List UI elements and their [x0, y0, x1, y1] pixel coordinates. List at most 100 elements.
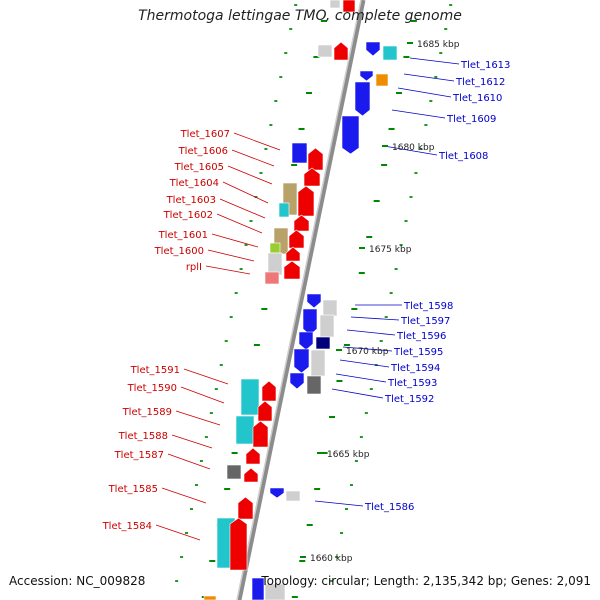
reverse-gene-leader — [397, 87, 452, 98]
scale-tick — [298, 128, 305, 130]
forward-gene-label: Tlet_1606 — [178, 146, 228, 157]
guide-dot — [434, 76, 438, 78]
dotted-scale-lines — [175, 4, 453, 582]
reverse-gene-label: Tlet_1597 — [400, 316, 450, 327]
gene-box — [285, 490, 301, 502]
reverse-gene-arrow — [365, 41, 381, 57]
reverse-gene-label: Tlet_1594 — [390, 363, 440, 374]
reverse-gene-leader — [342, 346, 393, 352]
scale-label-tick — [382, 145, 388, 147]
guide-dot — [384, 316, 388, 318]
guide-dot — [294, 4, 298, 6]
accession-text: Accession: NC_009828 — [9, 574, 146, 588]
forward-gene-leader — [183, 368, 229, 385]
guide-dot — [209, 412, 213, 414]
reverse-gene-leader — [331, 388, 384, 399]
guide-dot — [399, 244, 403, 246]
forward-gene-leader — [180, 386, 225, 404]
guide-dot — [204, 436, 208, 438]
forward-gene-leader — [231, 149, 275, 167]
gene-box — [291, 142, 308, 164]
forward-gene-leader — [211, 233, 259, 248]
forward-gene-arrow — [257, 400, 273, 422]
gene-box — [203, 595, 217, 600]
reverse-gene-label: Tlet_1613 — [460, 60, 510, 71]
guide-dot — [199, 460, 203, 462]
reverse-gene-label: Tlet_1598 — [403, 301, 453, 312]
forward-gene-label: Tlet_1588 — [118, 431, 168, 442]
forward-gene-arrow — [285, 246, 301, 262]
guide-dot — [404, 220, 408, 222]
forward-gene-arrow — [333, 41, 349, 61]
reverse-gene-arrow — [341, 115, 360, 155]
guide-dot — [394, 268, 398, 270]
guide-dot — [335, 556, 339, 558]
scale-tick — [231, 452, 238, 454]
scale-tick — [329, 416, 336, 418]
guide-dot — [219, 364, 223, 366]
scale-label-tick — [317, 452, 323, 454]
guide-dot — [224, 340, 228, 342]
gene-box — [315, 336, 331, 350]
guide-dot — [289, 28, 293, 30]
reverse-gene-arrow — [269, 487, 285, 499]
reverse-gene-label: Tlet_1595 — [393, 347, 443, 358]
guide-dot — [259, 172, 263, 174]
gene-box — [278, 202, 290, 218]
gene-box — [375, 73, 389, 87]
gene-box — [322, 299, 338, 317]
reverse-gene-arrow — [293, 348, 310, 374]
scale-tick — [253, 344, 260, 346]
reverse-gene-label: Tlet_1593 — [387, 378, 437, 389]
guide-dot — [414, 172, 418, 174]
forward-gene-label: Tlet_1600 — [154, 246, 204, 257]
forward-gene-leader — [175, 410, 221, 426]
guide-dot — [389, 292, 393, 294]
forward-gene-arrow — [283, 260, 301, 280]
forward-gene-leader — [161, 487, 207, 504]
scale-tick — [291, 596, 298, 598]
forward-gene-arrow — [252, 420, 269, 448]
gene-box — [306, 375, 322, 395]
scale-label-tick — [407, 42, 413, 44]
forward-gene-arrow — [261, 380, 277, 402]
reverse-gene-arrow — [354, 81, 371, 117]
scale-label-tick — [300, 556, 306, 558]
guide-dot — [364, 412, 368, 414]
gene-box — [319, 314, 335, 338]
guide-dot — [340, 532, 344, 534]
scale-label: 1675 kbp — [369, 245, 412, 255]
guide-dot — [449, 4, 453, 6]
guide-dot — [190, 508, 194, 510]
reverse-gene-label: Tlet_1610 — [452, 93, 502, 104]
scale-label-tick — [359, 247, 365, 249]
guide-dot — [249, 220, 253, 222]
gene-box — [317, 44, 333, 58]
guide-dot — [175, 580, 179, 582]
guide-dot — [379, 340, 383, 342]
forward-gene-leader — [227, 165, 273, 185]
gene-box — [342, 0, 356, 13]
reverse-gene-leader — [350, 316, 400, 321]
map-title: Thermotoga lettingae TMO, complete genom… — [138, 8, 462, 24]
scale-tick — [306, 524, 313, 526]
reverse-gene-arrow — [298, 331, 314, 351]
scale-label: 1670 kbp — [346, 347, 389, 357]
scale-label: 1680 kbp — [392, 143, 435, 153]
guide-dot — [244, 244, 248, 246]
reverse-gene-label: Tlet_1612 — [455, 77, 505, 88]
guide-dot — [234, 292, 238, 294]
guide-dot — [409, 196, 413, 198]
scale-tick — [358, 272, 365, 274]
scale-tick — [320, 20, 327, 22]
forward-gene-leader — [216, 213, 263, 234]
reverse-gene-leader — [403, 73, 455, 82]
gene-box — [226, 464, 242, 480]
guide-dot — [369, 388, 373, 390]
scale-label: 1660 kbp — [310, 554, 353, 564]
guide-dot — [180, 556, 184, 558]
guide-dot — [264, 148, 268, 150]
gene-box — [251, 577, 265, 600]
scale-tick — [299, 560, 306, 562]
scale-tick — [209, 560, 216, 562]
